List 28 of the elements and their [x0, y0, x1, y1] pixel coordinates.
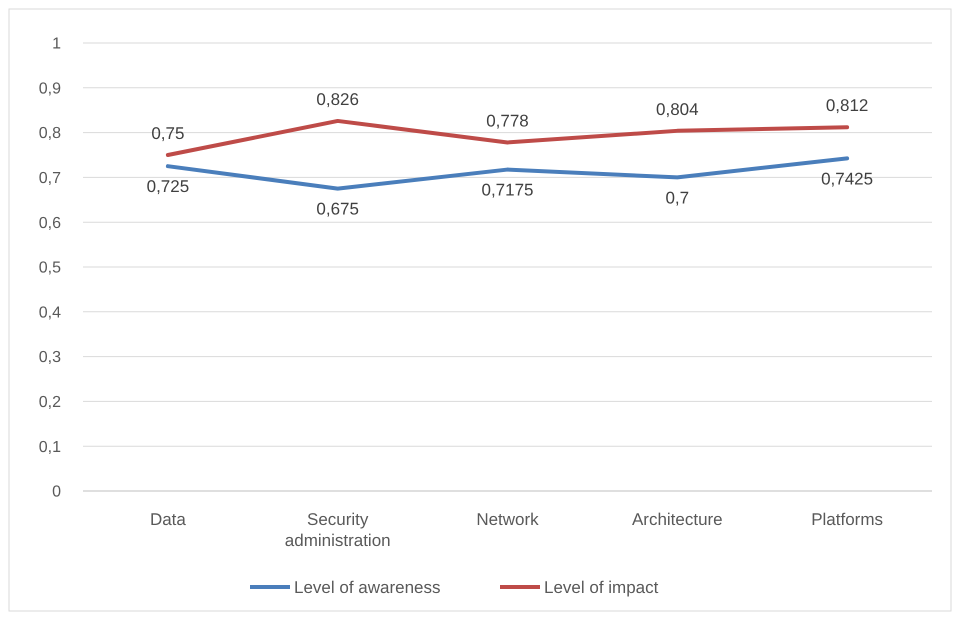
- y-tick-label: 0,3: [38, 349, 62, 366]
- data-label: 0,7: [665, 188, 690, 208]
- data-label: 0,778: [486, 111, 529, 130]
- data-label: 0,826: [316, 90, 359, 109]
- data-label: 0,675: [316, 200, 359, 219]
- data-label: 0,804: [656, 100, 699, 119]
- y-tick-label: 0,2: [38, 394, 62, 411]
- y-tick-label: 0,5: [38, 260, 62, 277]
- data-label: 0,7425: [821, 169, 874, 188]
- data-label: 0,75: [151, 124, 184, 143]
- y-tick-label: 0,7: [38, 170, 62, 187]
- y-tick-label: 0,4: [38, 304, 62, 322]
- y-tick-label: 0,6: [38, 214, 62, 232]
- x-tick-label: Network: [476, 510, 540, 529]
- x-tick-label: Security administration: [284, 510, 391, 550]
- y-tick-label: 0,1: [38, 438, 62, 456]
- x-tick-label: Architecture: [632, 510, 723, 529]
- data-label: 0,7175: [482, 180, 534, 200]
- y-tick-label: 0,8: [38, 125, 62, 142]
- data-label: 0,812: [826, 96, 868, 116]
- y-tick-label: 0,9: [38, 80, 62, 98]
- data-label: 0,725: [146, 177, 190, 196]
- x-tick-label: Data: [150, 510, 186, 529]
- legend-label: Level of awareness: [294, 578, 440, 597]
- y-tick-label: 0: [52, 484, 62, 501]
- x-tick-label: Platforms: [811, 510, 883, 529]
- legend-label: Level of impact: [544, 578, 659, 597]
- y-tick-label: 1: [52, 36, 62, 53]
